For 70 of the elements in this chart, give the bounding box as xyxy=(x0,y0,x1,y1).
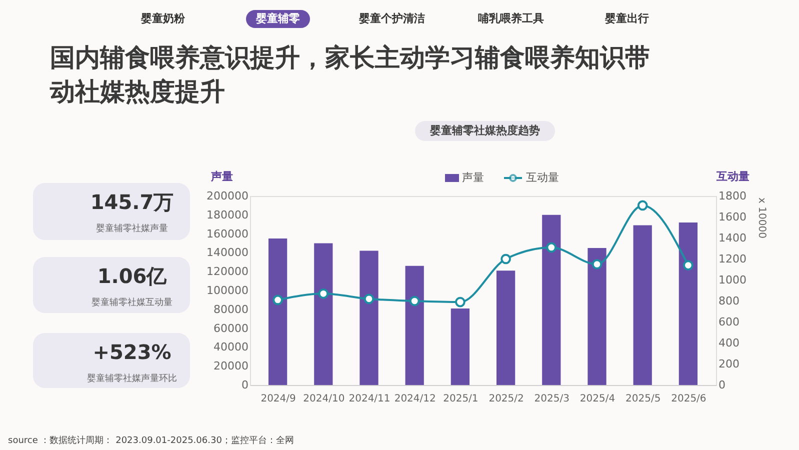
bar xyxy=(588,248,606,385)
y-axis-title: 声量 xyxy=(210,170,233,183)
point xyxy=(318,288,329,299)
text: 婴童奶粉 xyxy=(140,12,186,25)
text: 婴童辅零社媒声量 xyxy=(96,223,168,234)
y2-tick-label: 1200 xyxy=(718,252,746,266)
point xyxy=(409,296,420,306)
x-tick-label: 2024/10 xyxy=(303,394,345,404)
text: 婴童个护清洁 xyxy=(358,12,425,25)
x-tick-label: 2025/2 xyxy=(488,394,524,404)
point xyxy=(364,294,374,304)
legend-label: 声量 xyxy=(462,171,484,184)
point xyxy=(455,296,466,308)
y-tick-label: 120000 xyxy=(206,265,248,278)
x-tick-label: 2024/9 xyxy=(260,394,296,404)
x-tick-label: 2025/4 xyxy=(580,394,616,404)
y2-tick-label: 1800 xyxy=(718,190,746,202)
text: 婴童辅零 xyxy=(255,12,300,25)
y2-tick-label: 1400 xyxy=(718,232,746,244)
x-tick-label: 2024/12 xyxy=(394,394,436,404)
y-tick-label: 0 xyxy=(242,378,248,392)
text: 婴童辅零社媒互动量 xyxy=(92,297,172,308)
chart-subtitle: 婴童辅零社媒热度趋势 xyxy=(429,124,540,137)
x-tick-label: 2025/5 xyxy=(626,394,661,404)
text: 婴童出行 xyxy=(604,12,649,25)
point xyxy=(592,259,602,270)
point xyxy=(272,294,283,306)
y2-tick-label: 200 xyxy=(718,358,740,370)
text: +523% xyxy=(92,340,172,364)
y2-tick-label: 400 xyxy=(718,336,740,350)
point xyxy=(500,254,511,264)
y-tick-label: 20000 xyxy=(214,360,248,373)
y2-tick-label: 800 xyxy=(718,294,740,308)
bar xyxy=(360,250,378,385)
y2-axis-title: 互动量 xyxy=(716,170,750,183)
y2-tick-label: 0 xyxy=(718,378,726,392)
source-note: source ：数据统计周期： 2023.09.01-2025.06.30；监控平台：全网 xyxy=(8,435,294,446)
text: 婴童辅零社媒声量环比 xyxy=(87,373,177,384)
text: x 10000 xyxy=(756,198,767,238)
y2-tick-label: 1600 xyxy=(718,210,746,224)
point xyxy=(546,242,557,253)
text: 145.7万 xyxy=(90,190,174,214)
y-tick-label: 200000 xyxy=(206,190,248,202)
point xyxy=(637,200,648,211)
bar xyxy=(450,308,470,385)
legend-label: 互动量 xyxy=(526,171,559,184)
bar xyxy=(678,222,698,385)
x-tick-label: 2025/6 xyxy=(671,394,706,404)
x-tick-label: 2024/11 xyxy=(348,394,390,404)
bar xyxy=(633,225,652,385)
bar xyxy=(314,243,333,385)
y-tick-label: 40000 xyxy=(214,340,248,354)
y-tick-label: 80000 xyxy=(214,302,248,316)
y2-tick-label: 600 xyxy=(718,316,740,328)
y-tick-label: 60000 xyxy=(214,322,248,335)
y-tick-label: 140000 xyxy=(206,246,248,260)
text: 1.06亿 xyxy=(97,264,168,288)
text: 哺乳喂养工具 xyxy=(478,12,544,25)
y-tick-label: 100000 xyxy=(206,284,248,297)
bar xyxy=(405,266,424,385)
chart-title: 国内辅食喂养意识提升，家长主动学习辅食喂养知识带动社媒热度提升 xyxy=(49,43,650,106)
x-tick-label: 2025/1 xyxy=(443,394,478,404)
x-tick-label: 2025/3 xyxy=(534,394,570,404)
y2-tick-label: 1000 xyxy=(718,274,746,286)
bar xyxy=(542,214,561,385)
bar xyxy=(268,238,288,385)
y-tick-label: 180000 xyxy=(206,208,248,222)
point xyxy=(683,260,694,270)
bar xyxy=(496,270,516,385)
y-tick-label: 160000 xyxy=(206,227,248,240)
